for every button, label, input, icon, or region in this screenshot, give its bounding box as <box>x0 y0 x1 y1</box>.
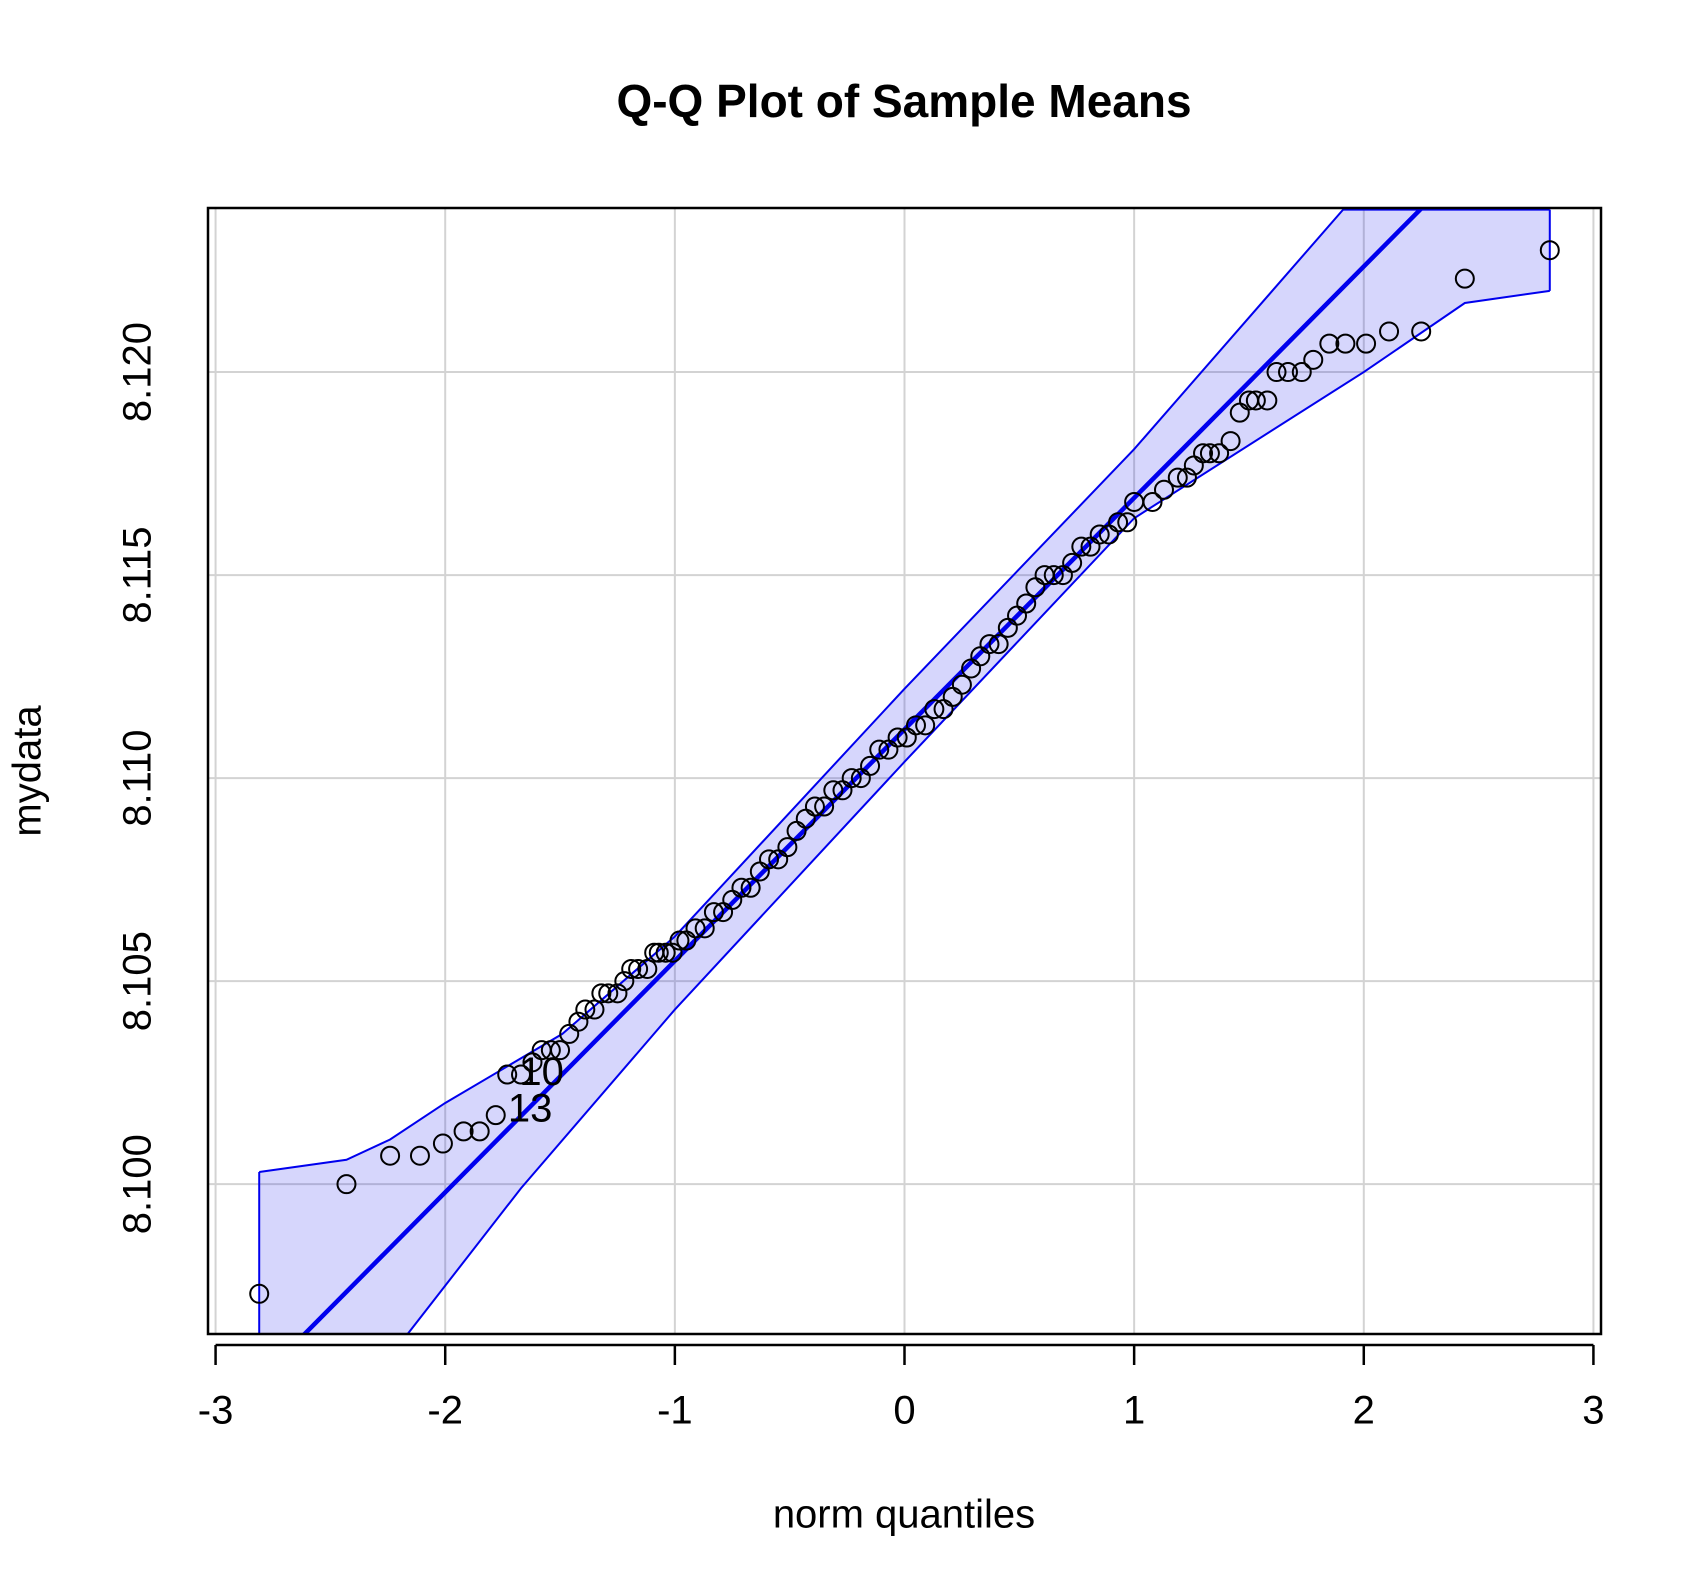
point <box>1319 333 1340 354</box>
point <box>568 1011 589 1032</box>
point <box>655 942 676 963</box>
point <box>694 918 715 939</box>
annotation: 13 <box>508 1087 553 1131</box>
point <box>915 715 936 736</box>
point <box>1176 467 1197 488</box>
point <box>988 634 1009 655</box>
y-axis-label: mydata <box>6 705 50 837</box>
band-lower <box>259 289 1550 1334</box>
point <box>860 755 881 776</box>
point <box>591 983 612 1004</box>
point <box>1153 479 1174 500</box>
point <box>511 1064 532 1085</box>
point <box>703 902 724 923</box>
point <box>621 958 642 979</box>
point <box>1335 333 1356 354</box>
point <box>1379 321 1400 342</box>
x-tick-label: 0 <box>893 1389 915 1433</box>
x-tick-label: 3 <box>1582 1389 1604 1433</box>
point <box>1220 431 1241 452</box>
point <box>497 1064 518 1085</box>
y-tick-label: 8.110 <box>116 730 160 827</box>
point <box>1257 390 1278 411</box>
point <box>1539 240 1560 261</box>
plot-frame <box>206 206 1603 1336</box>
point <box>1209 443 1230 464</box>
point <box>607 983 628 1004</box>
point <box>1411 321 1432 342</box>
point <box>1043 565 1064 586</box>
point <box>336 1174 357 1195</box>
point <box>814 796 835 817</box>
y-tick-label: 8.120 <box>116 322 160 422</box>
point <box>1193 443 1214 464</box>
point <box>1454 268 1475 289</box>
x-tick-label: 1 <box>1123 1389 1145 1433</box>
point <box>628 958 649 979</box>
annotation: 10 <box>519 1050 564 1094</box>
grid <box>208 208 1601 1334</box>
point <box>823 780 844 801</box>
point <box>841 768 862 789</box>
point <box>550 1040 571 1061</box>
point <box>1062 552 1083 573</box>
point <box>905 715 926 736</box>
point <box>432 1133 453 1154</box>
point <box>648 942 669 963</box>
point <box>1117 512 1138 533</box>
point <box>614 971 635 992</box>
point <box>1277 362 1298 383</box>
point <box>1245 390 1266 411</box>
point <box>979 634 1000 655</box>
x-tick-label: -2 <box>427 1389 463 1433</box>
point <box>740 877 761 898</box>
point <box>249 1283 270 1304</box>
point <box>409 1145 430 1166</box>
point <box>1071 536 1092 557</box>
point <box>1108 512 1129 533</box>
point <box>1142 491 1163 512</box>
point <box>1016 593 1037 614</box>
x-tick-label: 2 <box>1353 1389 1375 1433</box>
point <box>669 930 690 951</box>
chart-title: Q-Q Plot of Sample Means <box>616 75 1191 127</box>
axes: -3 -2 -1 0 1 2 3 8.100 8.105 8.110 8.115 8.120 <box>116 322 1605 1433</box>
y-tick-label: 8.100 <box>116 1134 160 1234</box>
point <box>575 999 596 1020</box>
point <box>1356 333 1377 354</box>
y-tick-label: 8.115 <box>116 527 160 624</box>
point <box>777 837 798 858</box>
point <box>1167 467 1188 488</box>
point <box>1303 349 1324 370</box>
point <box>380 1145 401 1166</box>
point <box>469 1121 490 1142</box>
point <box>598 983 619 1004</box>
x-tick-label: -3 <box>198 1389 234 1433</box>
point <box>662 942 683 963</box>
point <box>453 1121 474 1142</box>
point <box>759 849 780 870</box>
point <box>1199 443 1220 464</box>
y-tick-label: 8.105 <box>116 931 160 1031</box>
x-axis-label: norm quantiles <box>773 1493 1035 1537</box>
point <box>731 877 752 898</box>
point <box>540 1040 561 1061</box>
x-tick-label: -1 <box>657 1389 693 1433</box>
point <box>951 674 972 695</box>
point <box>1089 524 1110 545</box>
point <box>1291 362 1312 383</box>
point <box>685 918 706 939</box>
point <box>869 739 890 760</box>
point <box>924 699 945 720</box>
point <box>485 1105 506 1126</box>
point <box>804 796 825 817</box>
point <box>887 727 908 748</box>
point <box>1266 362 1287 383</box>
